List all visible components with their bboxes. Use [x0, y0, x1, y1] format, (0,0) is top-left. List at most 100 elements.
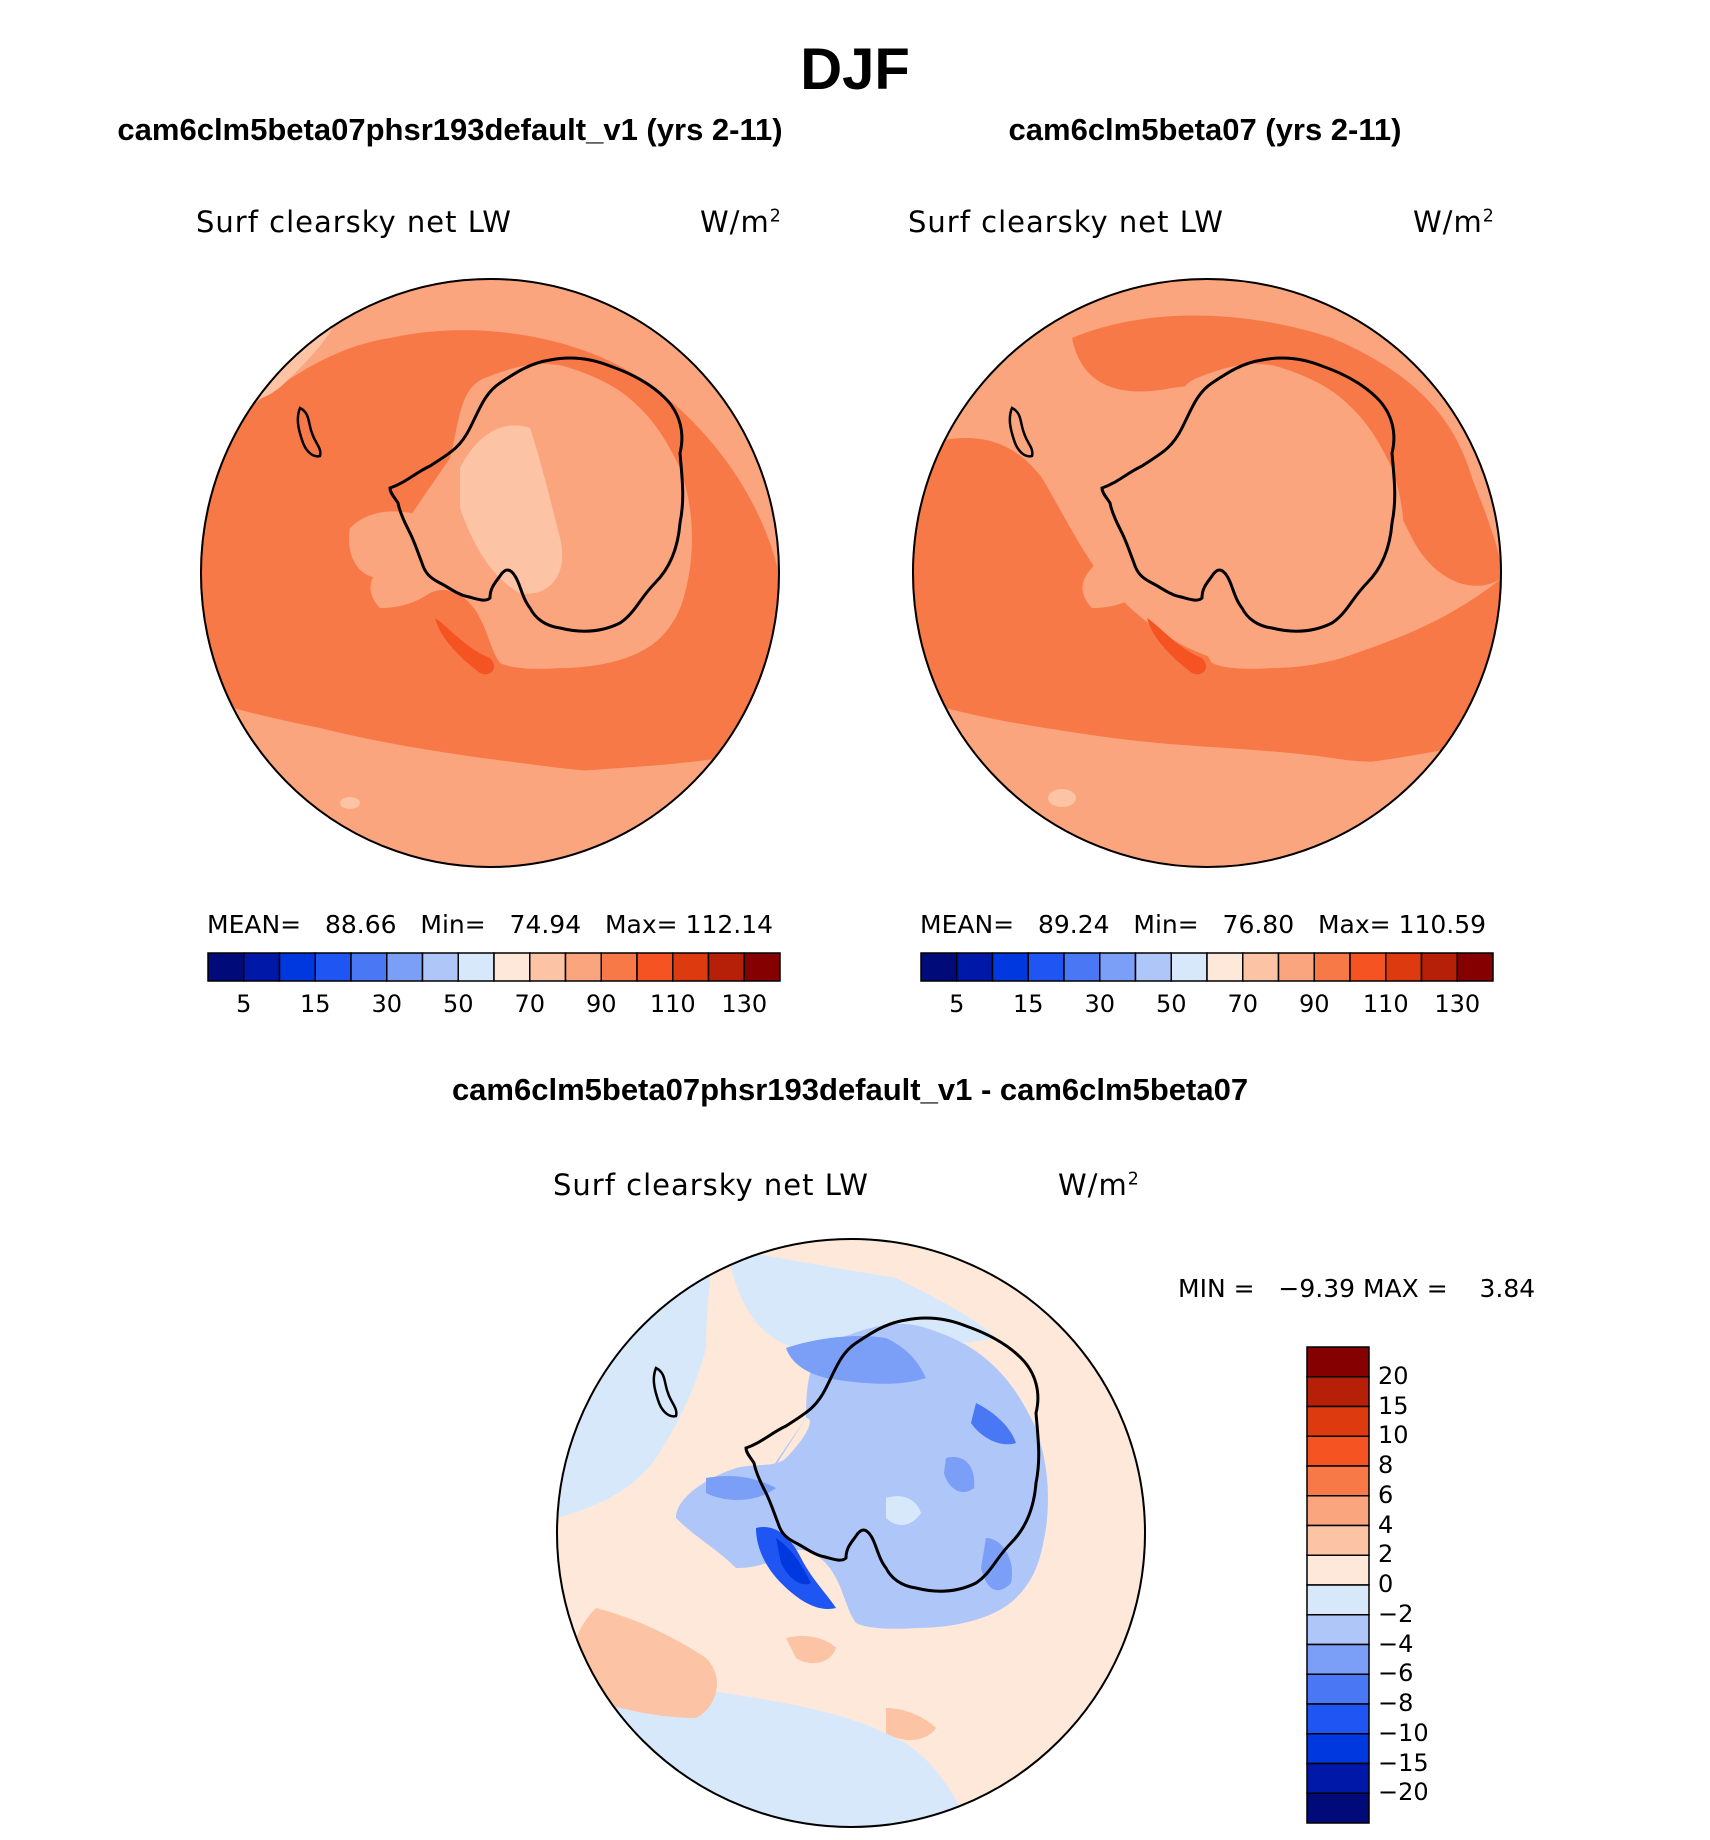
- left-polar-map: [200, 278, 780, 868]
- right-colorbar-swatch: [1385, 952, 1423, 982]
- right-colorbar-tick-label: 90: [1298, 990, 1330, 1018]
- difference-colorbar-tick-label: −20: [1378, 1778, 1429, 1807]
- difference-max-value: 3.84: [1479, 1274, 1536, 1303]
- right-colorbar-tick-label: 70: [1227, 990, 1259, 1018]
- difference-colorbar-tick-label: −2: [1378, 1599, 1414, 1628]
- right-max-label: Max=: [1317, 910, 1391, 939]
- difference-colorbar-swatch: [1306, 1643, 1370, 1675]
- left-colorbar-tick-label: 70: [514, 990, 546, 1018]
- right-colorbar-swatch: [1134, 952, 1172, 982]
- difference-colorbar-swatch: [1306, 1733, 1370, 1765]
- difference-min-label: MIN =: [1178, 1274, 1255, 1303]
- difference-colorbar-tick-label: −6: [1378, 1659, 1414, 1688]
- right-colorbar: [920, 952, 1494, 982]
- difference-colorbar-ticks: 20 15 10 8 6 4 2 0 −2 −4 −6 −8 −10 −15 −20: [1378, 1346, 1478, 1824]
- difference-colorbar-swatch: [1306, 1465, 1370, 1497]
- difference-colorbar-tick-label: 15: [1378, 1391, 1409, 1420]
- right-colorbar-swatch: [1420, 952, 1458, 982]
- right-mean-label: MEAN=: [920, 910, 1015, 939]
- left-colorbar-tick-label: 90: [585, 990, 617, 1018]
- right-colorbar-swatch: [1242, 952, 1280, 982]
- left-colorbar-swatch: [314, 952, 352, 982]
- left-colorbar: [207, 952, 781, 982]
- difference-colorbar-tick-label: 4: [1378, 1510, 1394, 1539]
- right-colorbar-tick-label: 15: [1012, 990, 1044, 1018]
- difference-colorbar-swatch: [1306, 1554, 1370, 1586]
- right-colorbar-tick-label: 30: [1084, 990, 1116, 1018]
- difference-colorbar-swatch: [1306, 1584, 1370, 1616]
- left-colorbar-tick-label: 15: [299, 990, 331, 1018]
- left-colorbar-swatch: [243, 952, 281, 982]
- left-min-value: 74.94: [509, 910, 582, 939]
- left-max-value: 112.14: [685, 910, 774, 939]
- right-colorbar-tick-label: 130: [1434, 990, 1481, 1018]
- difference-colorbar-swatch: [1306, 1673, 1370, 1705]
- difference-min-max: MIN = −9.39 MAX = 3.84: [1178, 1274, 1535, 1303]
- right-colorbar-tick-label: 5: [949, 990, 965, 1018]
- difference-colorbar-tick-label: −10: [1378, 1718, 1429, 1747]
- left-colorbar-swatch: [493, 952, 531, 982]
- difference-colorbar-swatch: [1306, 1435, 1370, 1467]
- left-colorbar-ticks: 5 15 30 50 70 90 110 130: [207, 990, 781, 1020]
- left-colorbar-tick-label: 130: [721, 990, 768, 1018]
- difference-colorbar-swatch: [1306, 1762, 1370, 1794]
- right-units-label: W/m2: [1413, 205, 1495, 239]
- difference-title: cam6clm5beta07phsr193default_v1 - cam6cl…: [451, 1072, 1249, 1107]
- left-colorbar-tick-label: 50: [442, 990, 474, 1018]
- left-stats: MEAN= 88.66 Min= 74.94 Max= 112.14: [207, 910, 773, 939]
- left-colorbar-swatch: [421, 952, 459, 982]
- difference-colorbar-tick-label: −4: [1378, 1629, 1414, 1658]
- difference-colorbar-tick-label: 6: [1378, 1480, 1394, 1509]
- left-colorbar-swatch: [207, 952, 245, 982]
- difference-variable-label: Surf clearsky net LW: [553, 1168, 869, 1202]
- difference-colorbar-swatch: [1306, 1376, 1370, 1408]
- difference-colorbar-swatch: [1306, 1524, 1370, 1556]
- left-colorbar-tick-label: 30: [371, 990, 403, 1018]
- right-max-value: 110.59: [1398, 910, 1487, 939]
- figure-title: DJF: [800, 37, 910, 102]
- right-colorbar-swatch: [1206, 952, 1244, 982]
- right-colorbar-swatch: [1099, 952, 1137, 982]
- left-mean-value: 88.66: [324, 910, 397, 939]
- left-colorbar-swatch: [457, 952, 495, 982]
- right-colorbar-swatch: [956, 952, 994, 982]
- right-min-value: 76.80: [1222, 910, 1295, 939]
- difference-colorbar-tick-label: 2: [1378, 1540, 1394, 1569]
- right-colorbar-swatch: [1170, 952, 1208, 982]
- difference-min-value: −9.39: [1278, 1274, 1356, 1303]
- left-max-label: Max=: [604, 910, 678, 939]
- left-colorbar-swatch: [278, 952, 316, 982]
- difference-colorbar-tick-label: 10: [1378, 1421, 1409, 1450]
- right-stats: MEAN= 89.24 Min= 76.80 Max= 110.59: [920, 910, 1486, 939]
- difference-colorbar-tick-label: −15: [1378, 1748, 1429, 1777]
- left-colorbar-tick-label: 5: [236, 990, 252, 1018]
- right-colorbar-swatch: [1349, 952, 1387, 982]
- right-colorbar-swatch: [1456, 952, 1494, 982]
- left-colorbar-swatch: [743, 952, 781, 982]
- left-variable-label: Surf clearsky net LW: [196, 205, 512, 239]
- left-colorbar-swatch: [600, 952, 638, 982]
- right-colorbar-swatch: [1313, 952, 1351, 982]
- right-polar-map: [912, 278, 1502, 868]
- left-colorbar-swatch: [350, 952, 388, 982]
- right-panel-title: cam6clm5beta07 (yrs 2-11): [1008, 112, 1402, 147]
- right-min-label: Min=: [1133, 910, 1199, 939]
- left-mean-label: MEAN=: [207, 910, 302, 939]
- difference-colorbar-swatch: [1306, 1346, 1370, 1378]
- right-colorbar-ticks: 5 15 30 50 70 90 110 130: [920, 990, 1494, 1020]
- difference-polar-map: [556, 1238, 1146, 1828]
- right-colorbar-swatch: [920, 952, 958, 982]
- difference-colorbar-swatch: [1306, 1495, 1370, 1527]
- difference-colorbar-tick-label: 20: [1378, 1361, 1409, 1390]
- left-colorbar-swatch: [386, 952, 424, 982]
- difference-colorbar-swatch: [1306, 1614, 1370, 1646]
- difference-colorbar-tick-label: −8: [1378, 1689, 1414, 1717]
- left-colorbar-swatch: [707, 952, 745, 982]
- left-units-label: W/m2: [700, 205, 782, 239]
- left-panel-title: cam6clm5beta07phsr193default_v1 (yrs 2-1…: [117, 112, 783, 147]
- right-colorbar-swatch: [1277, 952, 1315, 982]
- right-variable-label: Surf clearsky net LW: [908, 205, 1224, 239]
- difference-max-label: MAX =: [1362, 1274, 1448, 1303]
- right-colorbar-tick-label: 50: [1155, 990, 1187, 1018]
- difference-colorbar-swatch: [1306, 1703, 1370, 1735]
